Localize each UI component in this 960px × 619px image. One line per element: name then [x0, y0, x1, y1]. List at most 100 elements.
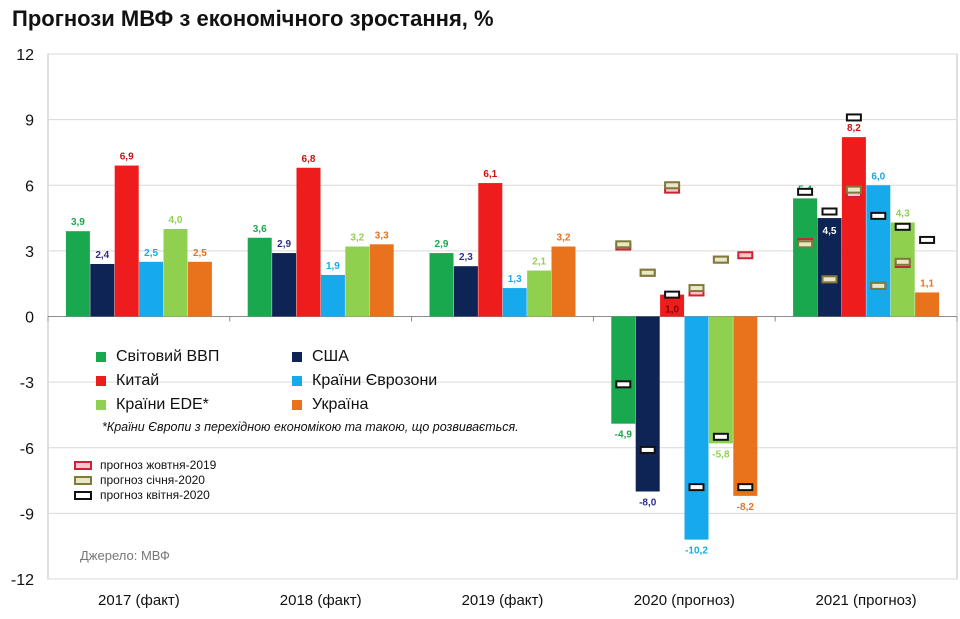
marker-legend-label: прогноз квітня-2020: [100, 488, 210, 502]
data-label: -8,2: [737, 502, 755, 513]
bar: [114, 165, 139, 317]
marker-swatch: [74, 491, 92, 501]
legend-item-eurozone: Країни Єврозони: [292, 372, 437, 390]
data-label: 2,1: [532, 257, 546, 268]
data-label: 1,3: [508, 274, 522, 285]
chart-title: Прогнози МВФ з економічного зростання, %: [12, 6, 494, 31]
forecast-marker: [821, 207, 838, 216]
bar: [527, 270, 552, 317]
bar: [320, 274, 345, 317]
x-category-label: 2018 (факт): [280, 592, 362, 609]
bar: [163, 229, 188, 317]
forecast-marker: [821, 275, 838, 284]
bar: [453, 266, 478, 317]
legend-label: Країни EDE*: [116, 396, 209, 413]
x-category-label: 2019 (факт): [462, 592, 544, 609]
bar: [793, 198, 818, 317]
bar: [660, 294, 685, 317]
legend-label: Україна: [312, 396, 369, 413]
forecast-marker: [712, 432, 729, 441]
bar: [65, 231, 90, 317]
legend-item-china: Китай: [96, 372, 159, 390]
data-label: 6,1: [483, 169, 497, 180]
legend-footnote: *Країни Європи з перехідною економікою т…: [102, 420, 519, 434]
data-label: 4,0: [169, 215, 183, 226]
x-category-label: 2021 (прогноз): [816, 592, 917, 609]
data-label: 6,0: [871, 171, 885, 182]
legend-swatch: [96, 351, 106, 362]
legend-swatch: [292, 399, 302, 410]
bar: [915, 292, 940, 317]
data-label: 3,2: [557, 233, 571, 244]
x-category-label: 2017 (факт): [98, 592, 180, 609]
data-label: -8,0: [639, 498, 657, 509]
legend-item-ede: Країни EDE*: [96, 396, 209, 414]
forecast-marker: [797, 240, 814, 249]
forecast-marker: [688, 284, 705, 293]
forecast-marker: [737, 251, 754, 260]
forecast-marker: [845, 113, 862, 122]
data-label: 3,9: [71, 217, 85, 228]
data-label: 3,2: [350, 233, 364, 244]
y-tick-label: 9: [25, 113, 34, 130]
marker-legend-label: прогноз січня-2020: [100, 473, 205, 487]
forecast-marker: [615, 380, 632, 389]
legend-item-usa: США: [292, 348, 349, 366]
forecast-marker: [870, 211, 887, 220]
y-tick-label: -3: [20, 375, 34, 392]
data-label: 2,3: [459, 252, 473, 263]
bar: [866, 185, 891, 317]
data-label: 2,4: [95, 250, 109, 261]
bar: [817, 218, 842, 317]
marker-legend-oct-2019: прогноз жовтня-2019: [74, 458, 216, 472]
x-category-label: 2020 (прогноз): [634, 592, 735, 609]
forecast-marker: [894, 257, 911, 266]
y-tick-label: 0: [25, 310, 34, 327]
data-label: 6,9: [120, 152, 134, 163]
data-label: -4,9: [615, 430, 633, 441]
legend-label: Світовий ВВП: [116, 348, 220, 365]
data-label: 4,5: [823, 226, 837, 237]
data-label: 8,2: [847, 123, 861, 134]
bar: [708, 316, 733, 444]
y-tick-label: 6: [25, 178, 34, 195]
y-tick-label: -6: [20, 441, 34, 458]
marker-swatch: [74, 476, 92, 486]
legend-swatch: [96, 375, 106, 386]
data-label: -5,8: [712, 449, 730, 460]
bar: [478, 183, 503, 317]
forecast-marker: [737, 483, 754, 492]
forecast-marker: [639, 445, 656, 454]
data-label: 2,9: [435, 239, 449, 250]
legend-item-world: Світовий ВВП: [96, 348, 219, 366]
legend-label: Країни Єврозони: [312, 372, 438, 389]
data-label: 3,3: [375, 230, 389, 241]
data-label: 1,0: [665, 305, 679, 316]
bar: [551, 246, 576, 317]
forecast-marker: [870, 281, 887, 290]
data-label: 2,5: [144, 248, 158, 259]
bar: [841, 137, 866, 317]
legend-swatch: [292, 375, 302, 386]
source-note: Джерело: МВФ: [80, 548, 170, 563]
legend-item-ukraine: Україна: [292, 396, 368, 414]
data-label: 1,1: [920, 278, 934, 289]
marker-legend-jan-2020: прогноз січня-2020: [74, 473, 205, 487]
forecast-marker: [712, 255, 729, 264]
legend-swatch: [292, 351, 302, 362]
forecast-marker: [664, 181, 681, 190]
forecast-marker: [919, 235, 936, 244]
bar: [345, 246, 370, 317]
data-label: 4,3: [896, 208, 910, 219]
legend-label: Китай: [116, 372, 160, 389]
data-label: 2,5: [193, 248, 207, 259]
forecast-marker: [639, 268, 656, 277]
data-label: 3,6: [253, 224, 267, 235]
bar: [369, 244, 394, 317]
forecast-marker: [894, 222, 911, 231]
forecast-marker: [615, 240, 632, 249]
bar: [890, 222, 915, 317]
forecast-marker: [688, 483, 705, 492]
bar: [296, 167, 321, 317]
